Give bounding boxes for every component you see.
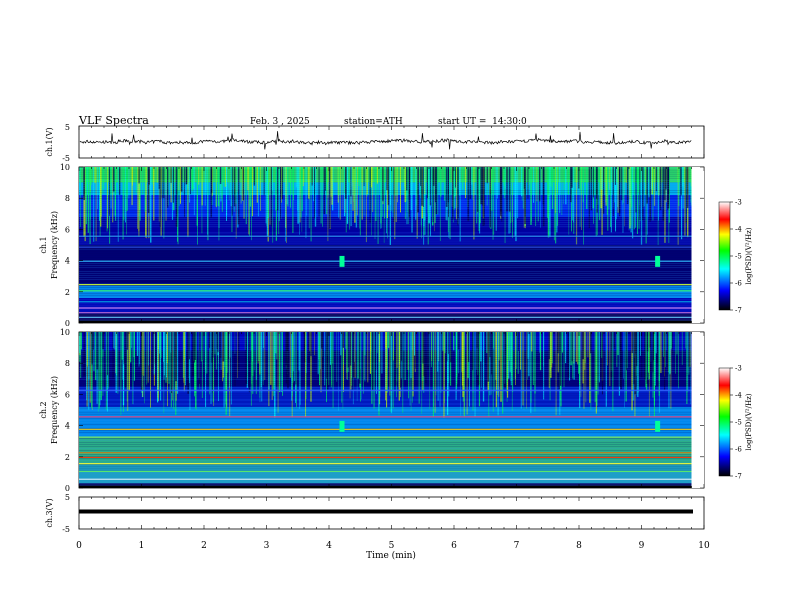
y-tick-label: 6	[65, 390, 70, 399]
y-tick-label: 10	[60, 163, 70, 172]
ch1-ylabel: ch.1(V)	[45, 127, 54, 156]
x-tick-label: 2	[201, 541, 207, 551]
ch3-ytick-bottom: -5	[62, 525, 70, 534]
y-tick-label: 10	[60, 328, 70, 337]
ch1-colorbar-ticks: -3 -4 -5 -6 -7	[730, 199, 742, 315]
ch2-spec-ylabel-channel: ch.2	[39, 401, 48, 418]
y-tick-label: 0	[65, 484, 70, 493]
time-axis-ticks	[78, 126, 705, 529]
x-tick-label: 10	[698, 541, 710, 551]
ch1-ytick-bottom: -5	[62, 154, 70, 163]
ch1-ytick-top: 5	[65, 123, 70, 132]
date-label: Feb. 3 , 2025	[250, 117, 310, 127]
x-tick-label: 5	[389, 541, 395, 551]
ch1-waveform-trace	[79, 131, 692, 150]
ch2-spectrogram-image	[79, 332, 704, 488]
colorbar-tick-label: -5	[735, 253, 742, 261]
y-tick-label: 2	[65, 288, 70, 297]
ch1-spec-ylabel-channel: ch.1	[39, 236, 48, 253]
x-tick-label: 7	[514, 541, 520, 551]
colorbar-tick-label: -3	[735, 199, 742, 207]
colorbar-tick-label: -6	[735, 280, 742, 288]
colorbar-tick-label: -6	[735, 446, 742, 454]
ch3-waveform-panel: 5 -5 ch.3(V)	[45, 493, 705, 534]
colorbar-tick-label: -3	[735, 365, 742, 373]
figure-title: VLF Spectra	[78, 114, 149, 127]
y-tick-label: 0	[65, 319, 70, 328]
ch1-colorbar-label: log(PSD)(V²/Hz)	[745, 227, 753, 284]
y-tick-label: 2	[65, 453, 70, 462]
time-axis-tick-labels: 0 1 2 3 4 5 6 7 8 9 10	[76, 541, 710, 551]
ch2-colorbar-label: log(PSD)(V²/Hz)	[745, 393, 753, 450]
colorbar-tick-label: -7	[735, 307, 742, 315]
ch2-colorbar	[718, 367, 731, 477]
y-tick-label: 8	[65, 194, 70, 203]
x-tick-label: 3	[264, 541, 270, 551]
ch3-ytick-top: 5	[65, 493, 70, 502]
colorbar-tick-label: -7	[735, 473, 742, 481]
ch1-colorbar	[718, 201, 731, 311]
ch2-colorbar-ticks: -3 -4 -5 -6 -7	[730, 365, 742, 481]
ch1-spec-ylabel-frequency: Frequency (kHz)	[50, 211, 59, 279]
ch1-spectrogram-image	[79, 167, 704, 323]
ch3-waveform-trace	[79, 509, 693, 514]
x-tick-label: 1	[139, 541, 145, 551]
y-tick-label: 4	[65, 257, 70, 266]
y-tick-label: 6	[65, 225, 70, 234]
y-tick-label: 8	[65, 359, 70, 368]
start-time-label: start UT = 14:30:0	[438, 117, 527, 127]
station-label: station=ATH	[344, 117, 403, 127]
y-tick-label: 4	[65, 422, 70, 431]
x-tick-label: 8	[576, 541, 582, 551]
ch1-waveform-panel: 5 -5 ch.1(V)	[45, 123, 705, 163]
x-tick-label: 4	[326, 541, 332, 551]
ch2-spectrogram-yticks: 0 2 4 6 8 10	[60, 328, 704, 493]
colorbar-tick-label: -5	[735, 419, 742, 427]
ch1-spectrogram-yticks: 0 2 4 6 8 10	[60, 163, 704, 328]
x-tick-label: 6	[451, 541, 457, 551]
colorbar-tick-label: -4	[735, 392, 742, 400]
time-axis-label: Time (min)	[366, 550, 416, 561]
colorbar-tick-label: -4	[735, 226, 742, 234]
x-tick-label: 0	[76, 541, 82, 551]
x-tick-label: 9	[639, 541, 645, 551]
ch2-spec-ylabel-frequency: Frequency (kHz)	[50, 376, 59, 444]
ch3-ylabel: ch.3(V)	[45, 498, 54, 527]
